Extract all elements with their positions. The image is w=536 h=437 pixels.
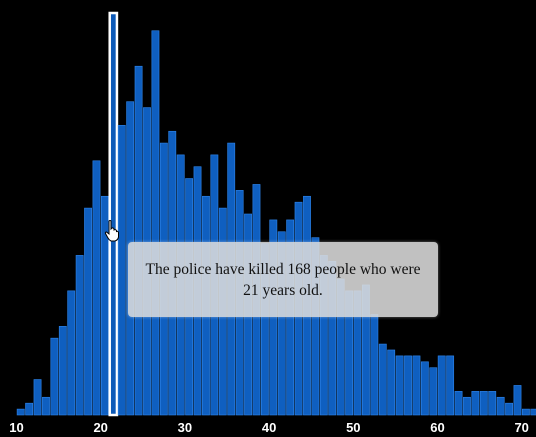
bar-age-57[interactable] [412, 355, 421, 416]
bar-age-15[interactable] [58, 326, 67, 416]
x-tick-label: 60 [430, 420, 444, 435]
bar-age-68[interactable] [505, 402, 513, 416]
bar-age-69[interactable] [513, 385, 522, 416]
bar-age-41[interactable] [277, 231, 286, 416]
bar-age-21[interactable] [108, 11, 119, 417]
bar-age-45[interactable] [311, 237, 320, 416]
bar-age-13[interactable] [42, 396, 50, 416]
bar-age-61[interactable] [446, 355, 455, 416]
bar-age-65[interactable] [479, 391, 488, 416]
bar-age-56[interactable] [404, 355, 412, 416]
bar-age-14[interactable] [50, 337, 59, 416]
tooltip-text: The police have killed 168 people who we… [145, 260, 421, 299]
bar-age-67[interactable] [496, 396, 505, 416]
bar-age-16[interactable] [67, 290, 76, 416]
bar-age-71[interactable] [530, 408, 536, 416]
bar-age-24[interactable] [134, 65, 143, 416]
x-tick-label: 30 [178, 420, 192, 435]
bar-age-60[interactable] [437, 355, 446, 416]
x-tick-label: 20 [93, 420, 107, 435]
x-tick-label: 50 [346, 420, 360, 435]
bar-age-18[interactable] [84, 207, 92, 416]
bar-age-40[interactable] [269, 219, 278, 416]
bar-age-10[interactable] [16, 408, 25, 416]
bar-age-11[interactable] [25, 402, 34, 416]
bar-age-70[interactable] [521, 408, 530, 416]
bar-age-52[interactable] [370, 314, 379, 416]
bar-age-55[interactable] [395, 355, 404, 416]
tooltip: The police have killed 168 people who we… [128, 242, 438, 317]
x-tick-label: 10 [9, 420, 23, 435]
bar-age-17[interactable] [75, 255, 84, 416]
x-tick-label: 40 [262, 420, 276, 435]
bar-age-62[interactable] [454, 391, 463, 416]
bar-age-59[interactable] [429, 367, 438, 416]
bar-age-42[interactable] [286, 219, 295, 416]
hand-pointer-icon [104, 220, 119, 242]
bar-age-63[interactable] [463, 396, 471, 416]
bar-age-12[interactable] [33, 379, 42, 416]
bar-age-26[interactable] [151, 30, 160, 416]
bar-age-54[interactable] [387, 349, 396, 416]
bar-age-58[interactable] [420, 361, 429, 416]
x-tick-label: 70 [514, 420, 528, 435]
bar-age-19[interactable] [92, 160, 101, 416]
bar-age-66[interactable] [488, 391, 497, 416]
bar-age-64[interactable] [471, 391, 480, 416]
bar-age-22[interactable] [117, 125, 126, 416]
bar-age-53[interactable] [378, 343, 387, 416]
